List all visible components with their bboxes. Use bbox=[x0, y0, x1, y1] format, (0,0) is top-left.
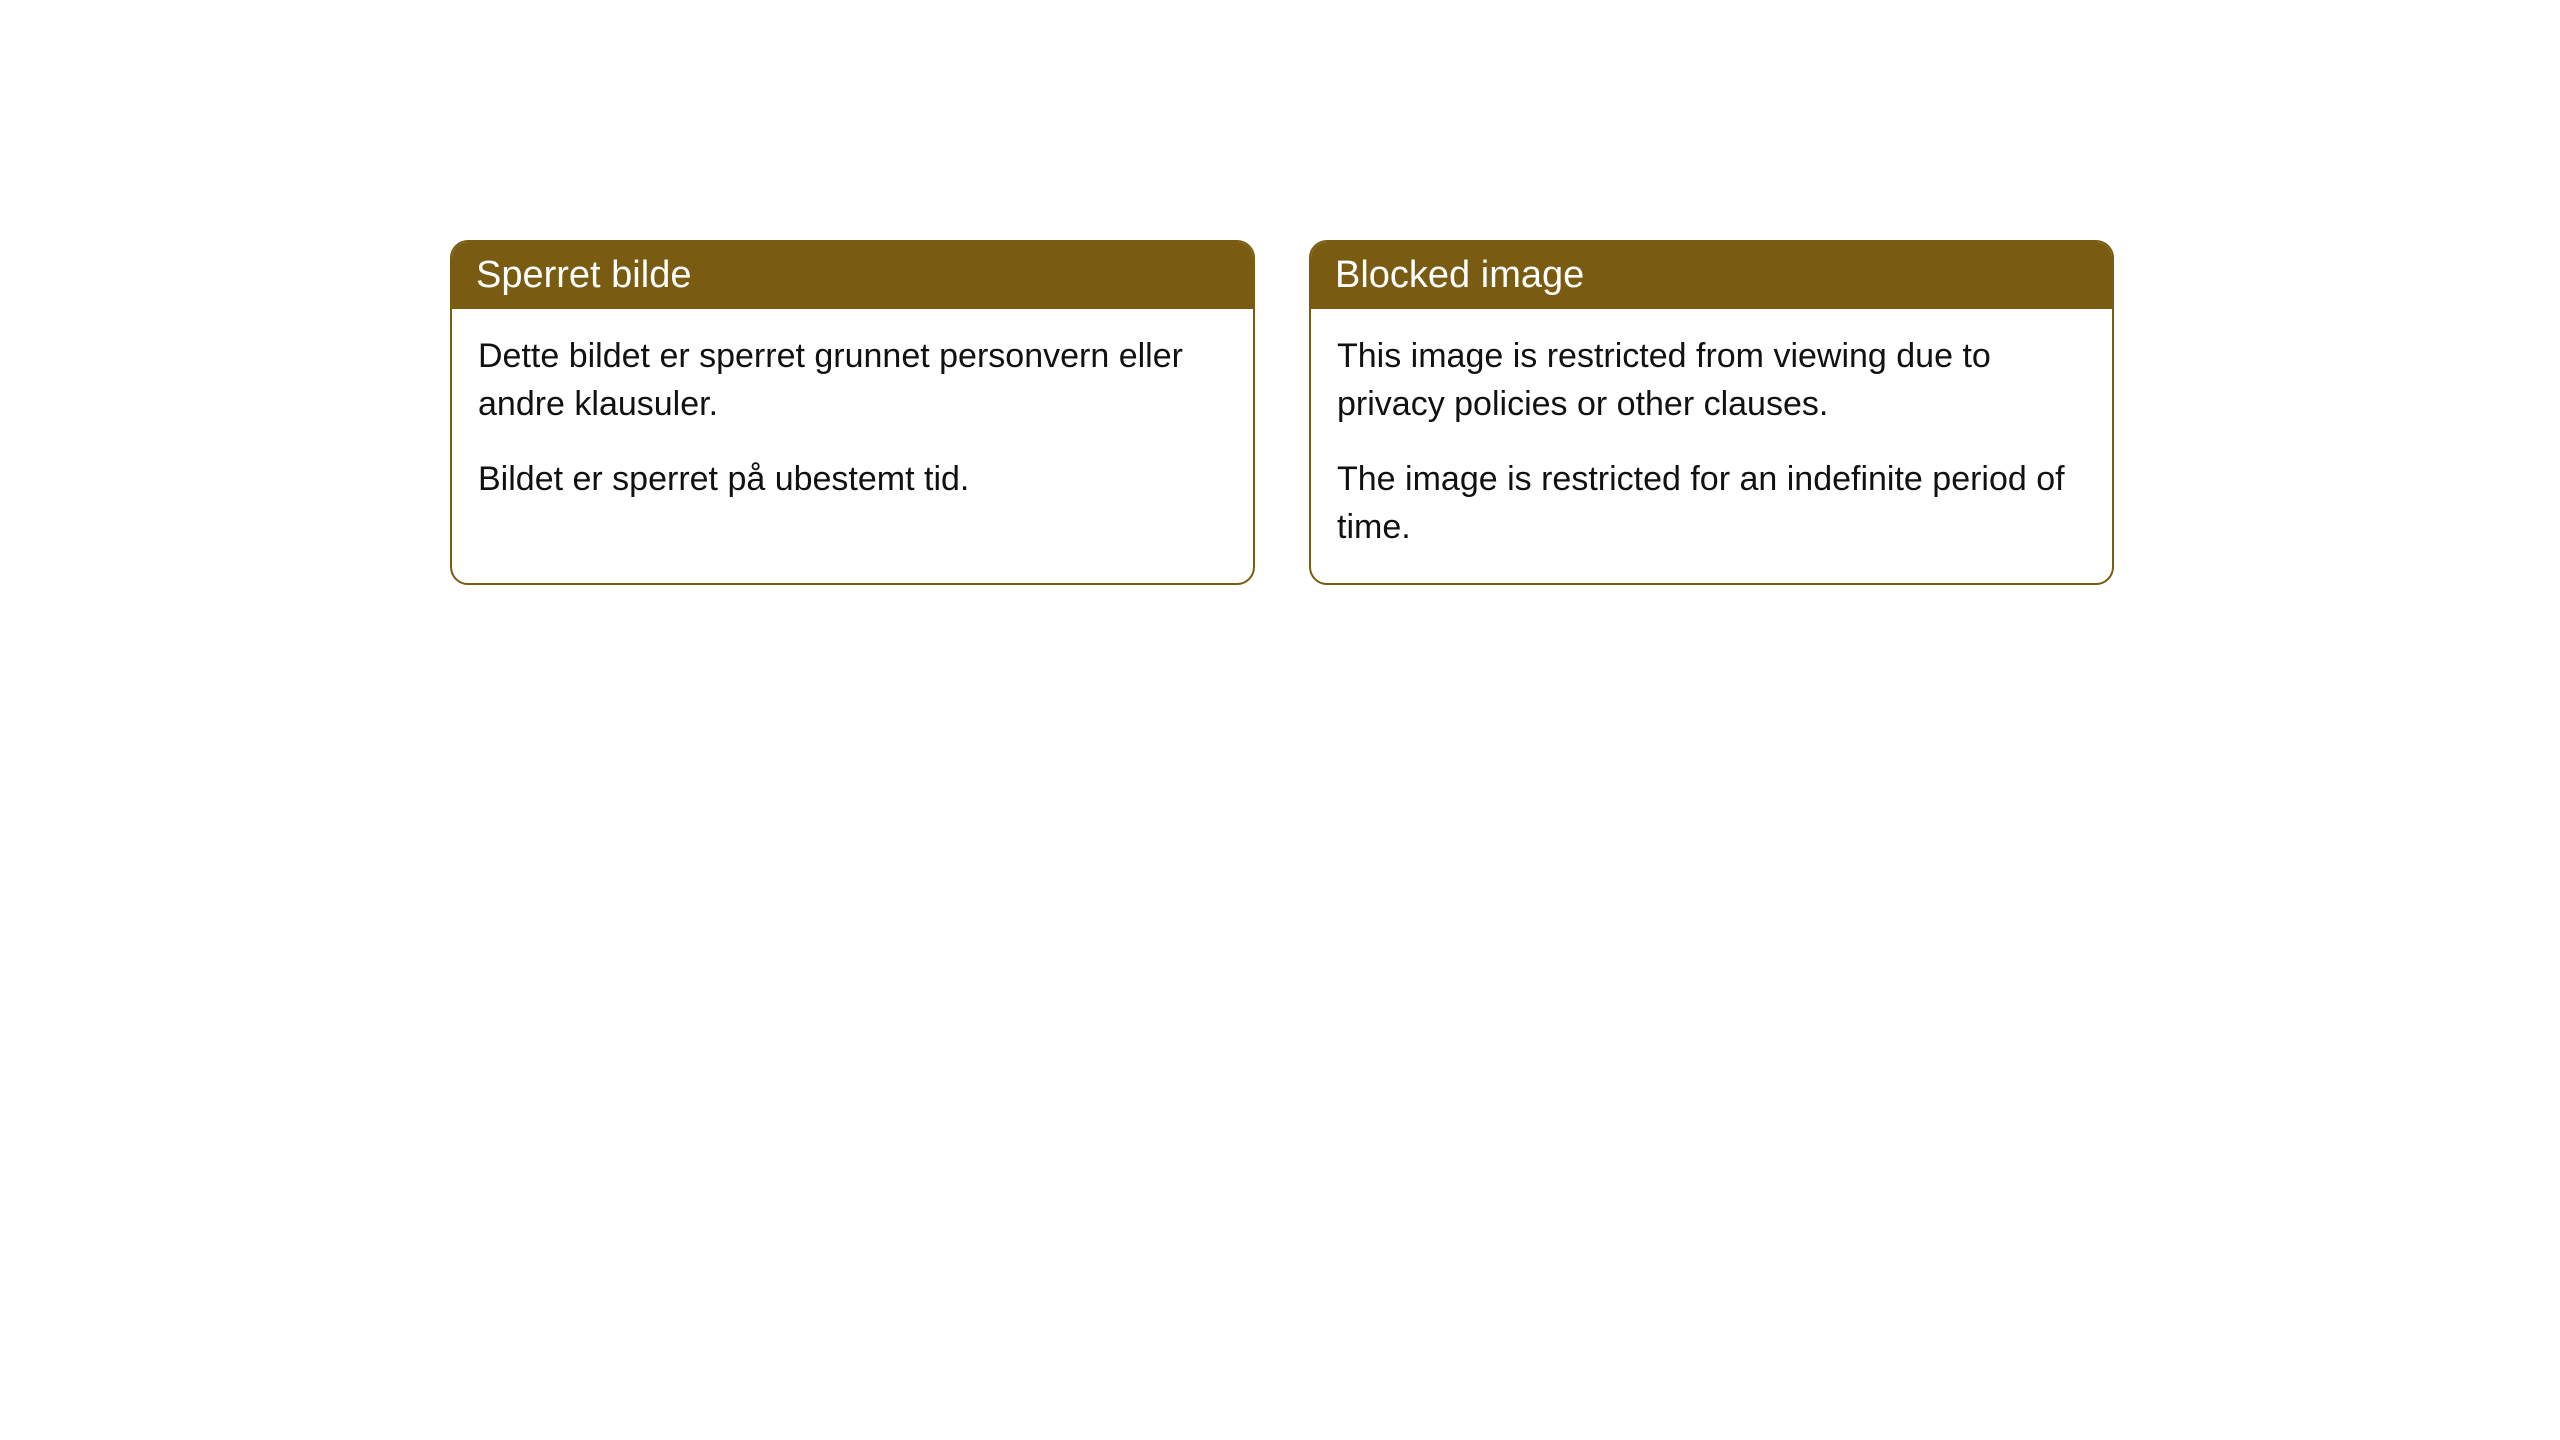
alert-header-norwegian: Sperret bilde bbox=[452, 242, 1253, 309]
alert-paragraph: Dette bildet er sperret grunnet personve… bbox=[478, 333, 1227, 428]
alert-box-english: Blocked image This image is restricted f… bbox=[1309, 240, 2114, 585]
alert-box-norwegian: Sperret bilde Dette bildet er sperret gr… bbox=[450, 240, 1255, 585]
alert-paragraph: The image is restricted for an indefinit… bbox=[1337, 456, 2086, 551]
alert-header-english: Blocked image bbox=[1311, 242, 2112, 309]
alert-paragraph: This image is restricted from viewing du… bbox=[1337, 333, 2086, 428]
alert-body-norwegian: Dette bildet er sperret grunnet personve… bbox=[452, 309, 1253, 536]
alert-paragraph: Bildet er sperret på ubestemt tid. bbox=[478, 456, 1227, 504]
alert-body-english: This image is restricted from viewing du… bbox=[1311, 309, 2112, 583]
alert-container: Sperret bilde Dette bildet er sperret gr… bbox=[0, 0, 2560, 585]
